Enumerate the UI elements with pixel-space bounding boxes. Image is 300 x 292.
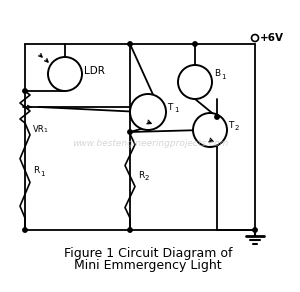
Circle shape [253,228,257,232]
Circle shape [130,94,166,130]
Text: www.bestengineeringprojects.com: www.bestengineeringprojects.com [72,140,228,149]
Text: R: R [138,171,144,180]
Circle shape [193,42,197,46]
Text: B: B [214,69,220,79]
Text: 1: 1 [221,74,226,80]
Text: R: R [33,166,39,175]
Text: 2: 2 [145,175,149,181]
Text: Mini Emmergency Light: Mini Emmergency Light [74,260,222,272]
Circle shape [251,34,259,41]
Circle shape [23,228,27,232]
Circle shape [215,115,219,119]
Circle shape [48,57,82,91]
Text: Figure 1 Circuit Diagram of: Figure 1 Circuit Diagram of [64,248,232,260]
Text: T: T [167,102,172,112]
Text: LDR: LDR [84,66,105,76]
Text: VR: VR [33,125,45,134]
Text: 1: 1 [40,171,44,176]
Circle shape [128,228,132,232]
Circle shape [23,89,27,93]
Circle shape [128,130,132,134]
Circle shape [178,65,212,99]
Text: T: T [228,121,233,129]
Text: 2: 2 [235,125,239,131]
Text: 1: 1 [43,128,47,133]
Circle shape [128,42,132,46]
Text: +6V: +6V [260,33,284,43]
Text: 1: 1 [174,107,178,113]
Circle shape [193,113,227,147]
